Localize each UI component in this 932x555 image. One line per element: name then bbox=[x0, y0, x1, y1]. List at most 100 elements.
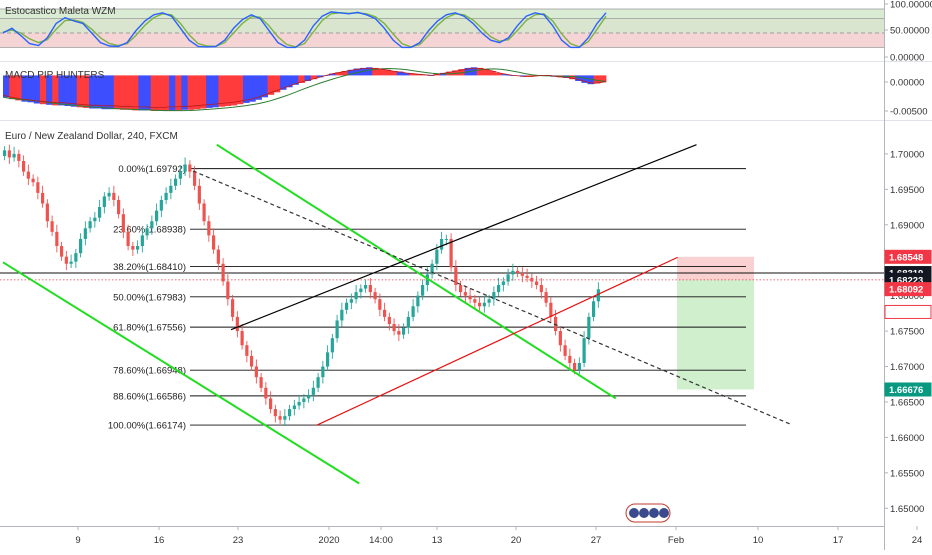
candle-body bbox=[316, 377, 320, 388]
candle-body bbox=[231, 299, 235, 317]
candle-body bbox=[568, 355, 572, 363]
candle-body bbox=[45, 203, 49, 222]
macd-histogram-bar bbox=[415, 74, 422, 76]
candle-body bbox=[387, 316, 391, 324]
macd-histogram-bar bbox=[384, 69, 392, 76]
candle-body bbox=[563, 345, 567, 356]
candle-body bbox=[79, 238, 83, 254]
time-tick-label: 13 bbox=[432, 535, 443, 546]
price-pane[interactable]: 0.00%(1.69792) 23.60%(1.68938) 38.20%(1.68… bbox=[0, 143, 884, 485]
macd-histogram-bar bbox=[495, 72, 502, 76]
macd-histogram-bar bbox=[101, 75, 108, 110]
candle-body bbox=[121, 214, 125, 232]
macd-histogram-bar bbox=[21, 75, 29, 102]
candle-body bbox=[188, 164, 192, 172]
macd-histogram-bar bbox=[347, 69, 355, 76]
fib-level-label: 50.00%(1.67983) bbox=[113, 292, 186, 303]
macd-tick-label: 0.00000 bbox=[890, 78, 924, 89]
macd-histogram-bar bbox=[113, 75, 121, 110]
macd-histogram-bar bbox=[58, 75, 65, 106]
candle-body bbox=[340, 309, 344, 321]
price-badge-bg bbox=[884, 282, 932, 297]
candle-body bbox=[269, 398, 273, 410]
candle-body bbox=[169, 185, 173, 193]
macd-histogram-bar bbox=[255, 75, 262, 100]
macd-histogram-bar bbox=[156, 75, 164, 111]
macd-histogram-bar bbox=[267, 75, 275, 95]
macd-histogram-bar bbox=[581, 75, 588, 83]
macd-pane[interactable]: 0.00000 -0.00500 bbox=[2, 67, 928, 118]
macd-histogram-bar bbox=[52, 75, 59, 106]
candle-body bbox=[378, 299, 382, 310]
macd-histogram-bar bbox=[409, 73, 416, 76]
price-tick-label: 1.68000 bbox=[890, 291, 924, 302]
candle-body bbox=[221, 263, 225, 282]
candle-body bbox=[74, 253, 78, 262]
candle-body bbox=[311, 387, 315, 395]
macd-histogram-bar bbox=[575, 75, 582, 81]
candle-body bbox=[482, 302, 486, 307]
macd-histogram-bar bbox=[286, 75, 293, 88]
candle-body bbox=[69, 261, 73, 264]
trendline bbox=[216, 143, 617, 400]
macd-histogram-bar bbox=[187, 75, 195, 110]
candle-body bbox=[525, 275, 529, 278]
candle-body bbox=[592, 301, 596, 317]
macd-histogram-bar bbox=[396, 71, 404, 76]
candle-body bbox=[193, 171, 197, 186]
macd-histogram-bar bbox=[224, 75, 232, 106]
fib-level-label: 78.60%(1.66948) bbox=[113, 366, 186, 377]
macd-histogram-bar bbox=[279, 75, 287, 90]
macd-histogram-bar bbox=[329, 73, 336, 76]
candle-body bbox=[55, 231, 59, 247]
macd-histogram-bar bbox=[470, 67, 478, 76]
candle-body bbox=[321, 366, 325, 378]
macd-histogram-bar bbox=[169, 75, 176, 111]
fib-level-label: 38.20%(1.68410) bbox=[113, 262, 186, 273]
candle-body bbox=[183, 164, 187, 172]
candle-body bbox=[288, 409, 292, 417]
macd-histogram-bar bbox=[9, 75, 16, 100]
macd-histogram-bar bbox=[316, 75, 324, 78]
macd-histogram-bar bbox=[46, 75, 53, 105]
stoch-d-line bbox=[2, 12, 607, 48]
price-badge-text: 1.68548 bbox=[889, 252, 923, 263]
candle-body bbox=[549, 302, 553, 317]
time-tick-label: Feb bbox=[668, 535, 684, 546]
time-tick-label: 23 bbox=[233, 535, 244, 546]
candle-body bbox=[31, 178, 35, 183]
stochastic-pane[interactable]: 100.00000 50.00000 0.00000 bbox=[0, 0, 932, 64]
candle-body bbox=[93, 217, 97, 222]
price-tick-label: 1.65500 bbox=[890, 468, 924, 479]
macd-histogram-bar bbox=[587, 75, 595, 85]
candle-body bbox=[41, 192, 45, 204]
position-target-zone bbox=[677, 279, 754, 390]
macd-histogram-bar bbox=[501, 74, 508, 76]
macd-histogram-bar bbox=[76, 75, 84, 108]
candle-body bbox=[3, 150, 7, 157]
candle-body bbox=[145, 228, 149, 236]
macd-histogram-bar bbox=[304, 75, 312, 81]
trendline bbox=[230, 144, 697, 331]
macd-histogram-bar bbox=[273, 75, 281, 93]
candle-body bbox=[7, 150, 11, 158]
price-badge-bg bbox=[884, 249, 932, 264]
macd-histogram-bar bbox=[507, 75, 515, 76]
macd-histogram-bar bbox=[181, 75, 188, 110]
candle-body bbox=[22, 160, 26, 172]
macd-histogram-bar bbox=[372, 67, 379, 76]
macd-line bbox=[2, 67, 607, 108]
macd-histogram-bar bbox=[95, 75, 102, 109]
stoch-tick-label: 100.00000 bbox=[890, 0, 932, 11]
macd-histogram-bar bbox=[489, 71, 496, 76]
price-tick-label: 1.69500 bbox=[890, 185, 924, 196]
macd-histogram-bar bbox=[353, 68, 361, 76]
axes: 1.700001.695001.690001.685001.680001.675… bbox=[75, 149, 932, 546]
macd-histogram-bar bbox=[15, 75, 22, 101]
candle-body bbox=[88, 221, 92, 229]
macd-histogram-bar bbox=[107, 75, 115, 110]
candle-body bbox=[60, 246, 64, 257]
macd-histogram-bar bbox=[138, 75, 145, 111]
macd-histogram-bar bbox=[199, 75, 207, 109]
